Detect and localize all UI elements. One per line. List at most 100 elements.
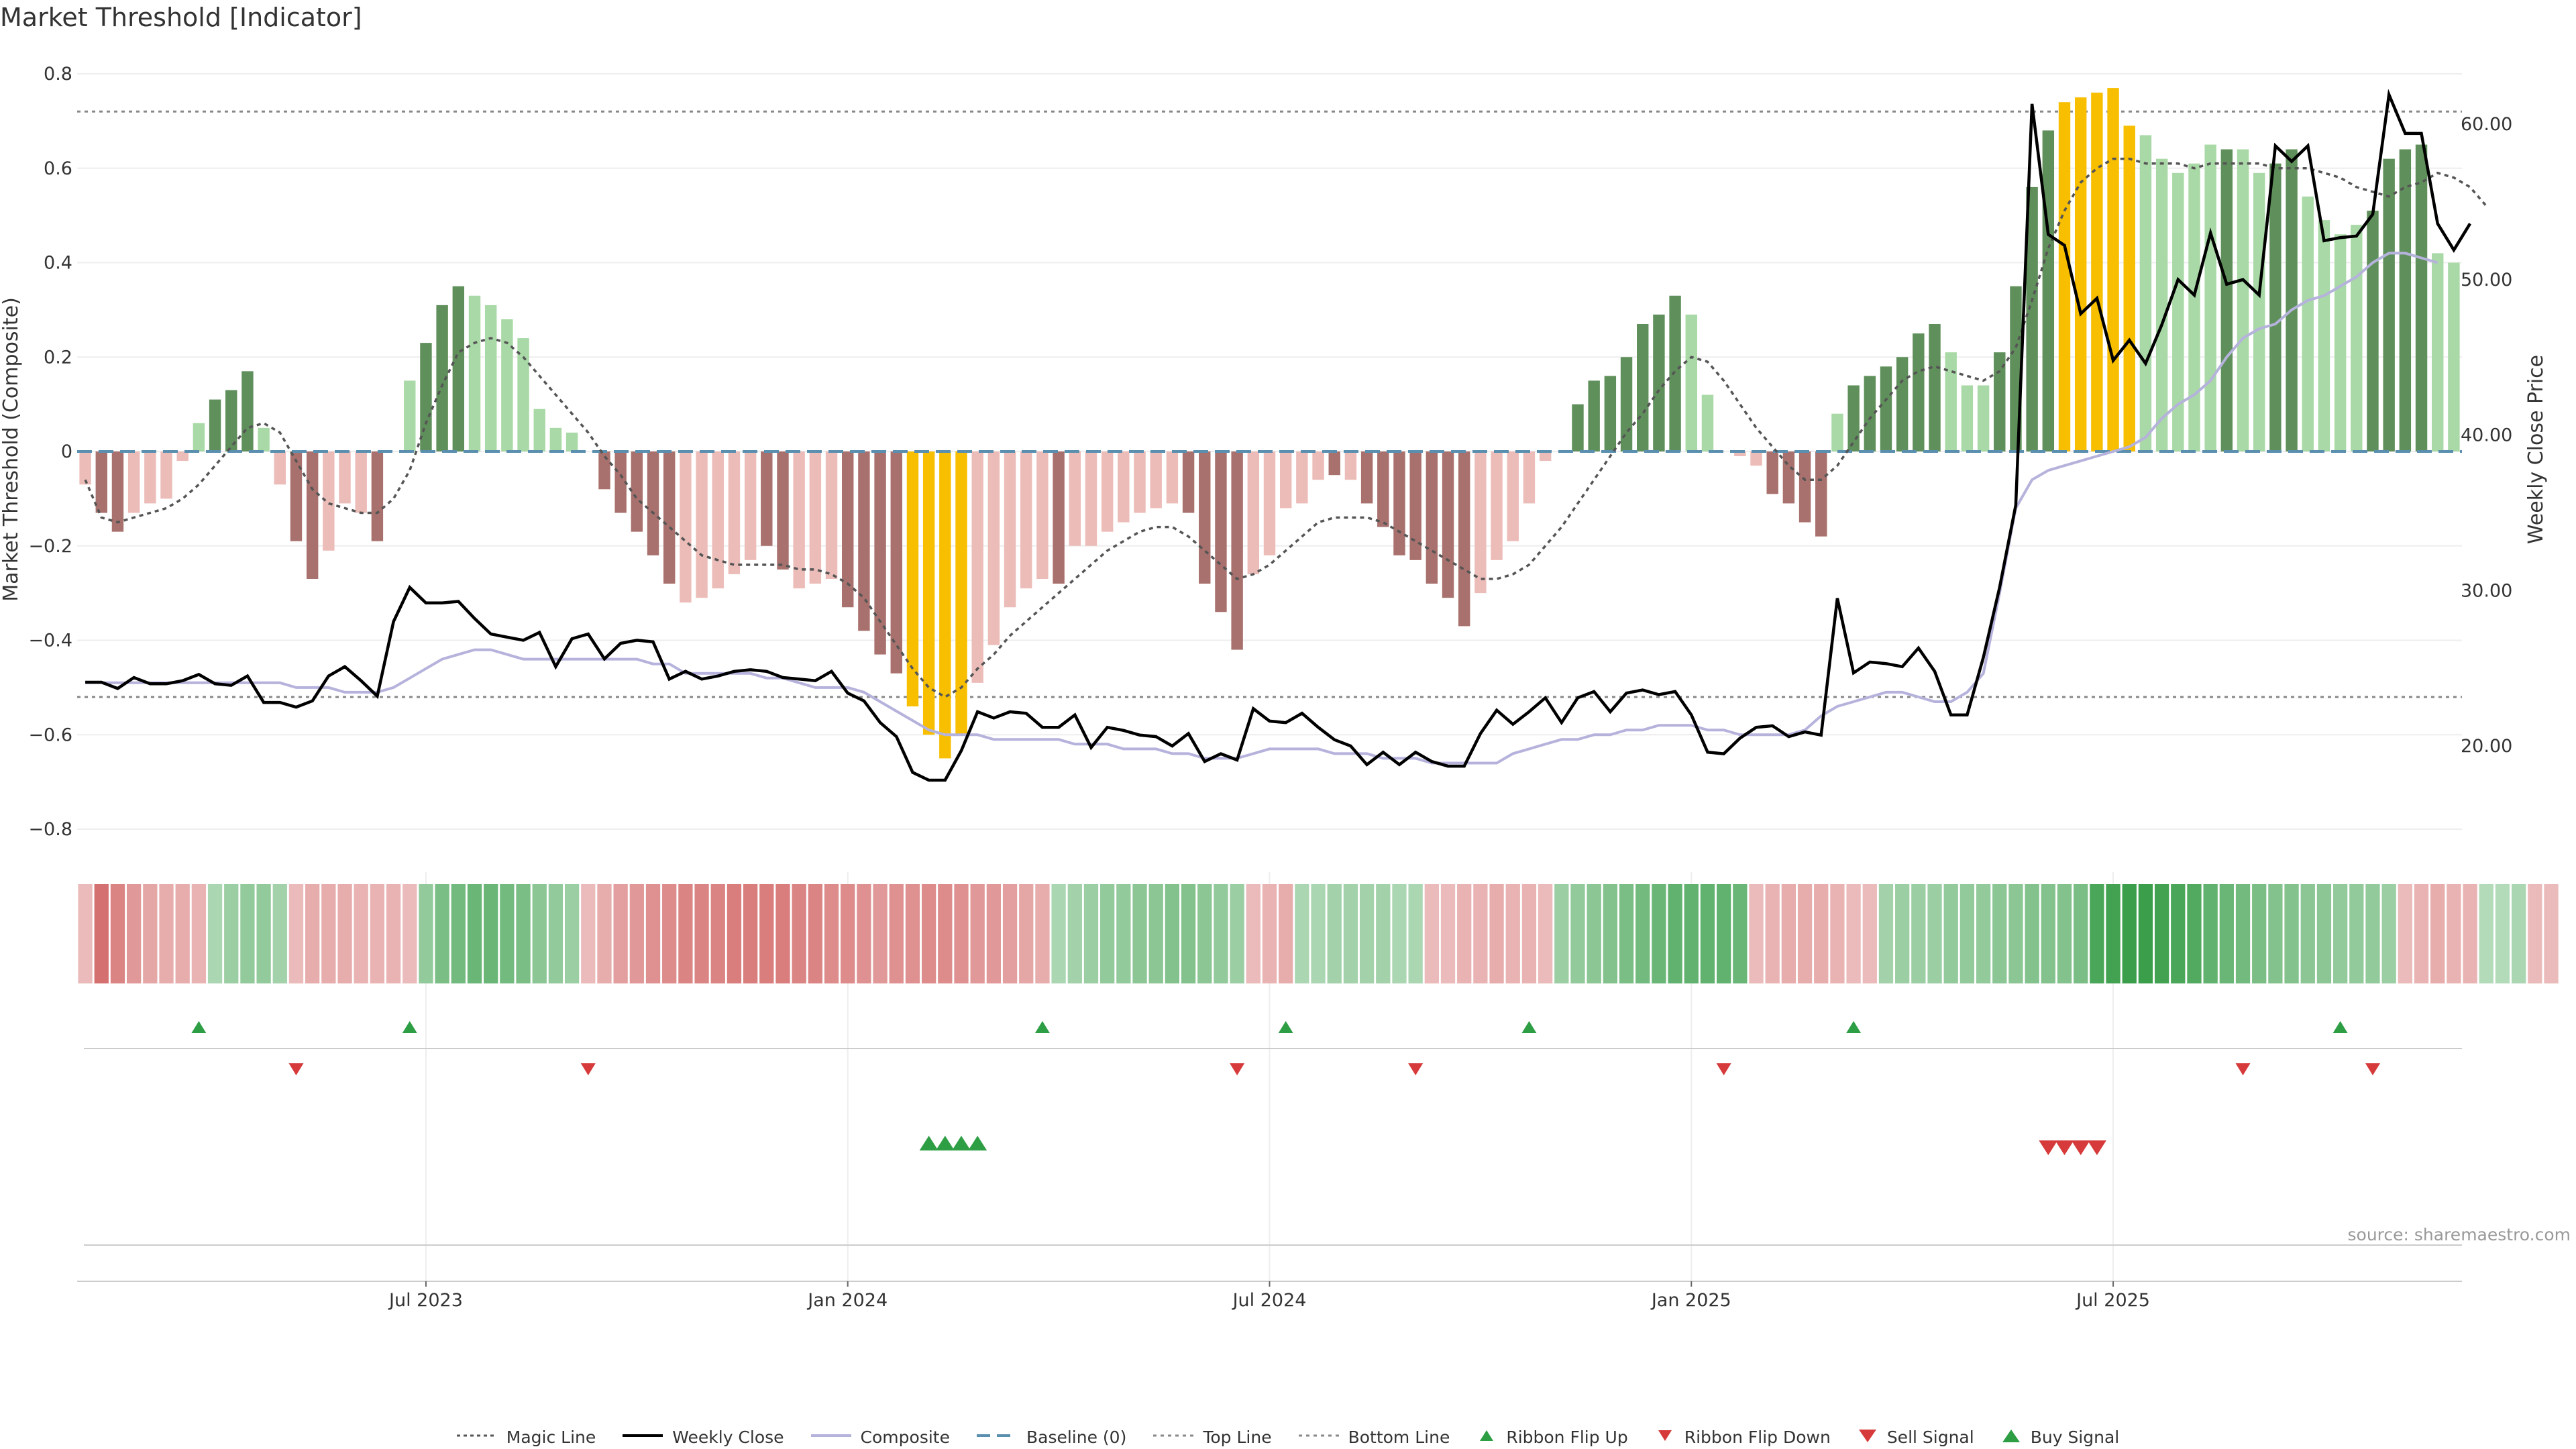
composite-bar <box>647 451 659 555</box>
ribbon-cell <box>1635 884 1650 983</box>
composite-bar <box>1215 451 1227 612</box>
left-tick-label: 0.4 <box>44 253 72 274</box>
ribbon-cell <box>808 884 822 983</box>
composite-bar <box>1782 451 1795 504</box>
ribbon-cell <box>2414 884 2429 983</box>
legend-label: Weekly Close <box>672 1428 784 1447</box>
ribbon-cell <box>1019 884 1034 983</box>
composite-bar <box>1913 333 1925 451</box>
composite-bar <box>939 451 951 759</box>
ribbon-cell <box>2106 884 2121 983</box>
composite-bar <box>631 451 643 532</box>
composite-bar <box>193 423 205 451</box>
composite-bar <box>2302 196 2314 451</box>
ribbon-cell <box>2365 884 2380 983</box>
composite-bar <box>663 451 676 584</box>
ribbon-cell <box>645 884 661 983</box>
composite-bar <box>436 305 448 451</box>
ribbon-cell <box>841 884 855 983</box>
right-axis-ticks: 20.00 30.00 40.00 50.00 60.00 <box>2461 114 2512 757</box>
left-tick-label: 0.2 <box>44 347 72 368</box>
ribbon-flip-panel <box>84 1021 2462 1075</box>
legend-item-magic: Magic Line <box>456 1428 596 1447</box>
composite-bar <box>1296 451 1308 504</box>
composite-bar <box>1344 451 1357 480</box>
buy-signal-marker <box>968 1136 987 1150</box>
composite-bar <box>2269 163 2282 451</box>
ribbon-cell <box>2090 884 2104 983</box>
composite-bars <box>77 88 2462 759</box>
ribbon-cell <box>1002 884 1018 983</box>
composite-bar <box>2155 158 2168 452</box>
ribbon-cell <box>1700 884 1715 983</box>
ribbon-cell <box>1878 884 1894 983</box>
ribbon-cell <box>1652 884 1666 983</box>
composite-bar <box>79 451 91 485</box>
ribbon-cell <box>1279 884 1293 983</box>
ribbon-cell <box>2512 884 2526 983</box>
composite-bar <box>2415 144 2428 451</box>
legend-label: Bottom Line <box>1348 1428 1450 1447</box>
right-tick-label: 60.00 <box>2461 114 2512 135</box>
composite-bar <box>1831 413 1843 451</box>
ribbon-cell <box>272 884 287 983</box>
composite-bar <box>404 380 416 451</box>
ribbon-cell <box>1538 884 1553 983</box>
composite-bar <box>680 451 692 603</box>
ribbon-cell <box>662 884 677 983</box>
ribbon-cell <box>1603 884 1617 983</box>
ribbon-cell <box>516 884 531 983</box>
composite-bar <box>1426 451 1438 584</box>
ribbon-cell <box>889 884 904 983</box>
legend-label: Top Line <box>1203 1428 1272 1447</box>
legend-swatch <box>976 1428 1017 1447</box>
ribbon-cell <box>1327 884 1342 983</box>
left-tick-label: 0.8 <box>44 64 72 85</box>
ribbon-cell <box>1392 884 1407 983</box>
composite-bar <box>728 451 741 574</box>
ribbon-cell <box>1781 884 1796 983</box>
composite-bar <box>1491 451 1503 560</box>
source-note: source: sharemaestro.com <box>2347 1225 2571 1244</box>
composite-bar <box>1360 451 1373 504</box>
ribbon-cell <box>2479 884 2493 983</box>
legend-label: Sell Signal <box>1886 1428 1974 1447</box>
ribbon-cell <box>2268 884 2283 983</box>
legend-swatch <box>810 1428 851 1447</box>
composite-bar <box>906 451 919 707</box>
ribbon-cell <box>2349 884 2364 983</box>
composite-bar <box>858 451 870 631</box>
composite-bar <box>1150 451 1162 508</box>
right-tick-label: 20.00 <box>2461 736 2512 757</box>
grid-lines <box>77 73 2462 1281</box>
composite-bar <box>1263 451 1276 555</box>
composite-bar <box>1750 451 1762 466</box>
composite-bar <box>1004 451 1016 608</box>
ribbon-cell <box>1943 884 1958 983</box>
left-axis-ticks: −0.8 −0.6 −0.4 −0.2 0 0.2 0.4 0.6 0.8 <box>28 64 72 840</box>
composite-bar <box>922 451 935 735</box>
ribbon-cell <box>2528 884 2542 983</box>
composite-bar <box>144 451 156 504</box>
ribbon-cell <box>2544 884 2559 983</box>
composite-bar <box>1053 451 1065 584</box>
composite-bar <box>1507 451 1519 541</box>
composite-bar <box>1847 385 1860 451</box>
ribbon-flip-down-marker <box>2365 1063 2380 1075</box>
ribbon-cell <box>2074 884 2088 983</box>
legend-label: Ribbon Flip Down <box>1684 1428 1831 1447</box>
composite-bar <box>2432 253 2444 451</box>
ribbon-cell <box>1684 884 1699 983</box>
composite-bar <box>2091 93 2103 451</box>
ribbon-cell <box>613 884 628 983</box>
ribbon-flip-down-marker <box>580 1063 596 1075</box>
ribbon-cell <box>191 884 207 983</box>
ribbon-cell <box>451 884 466 983</box>
ribbon-cell <box>1830 884 1845 983</box>
composite-bar <box>241 371 254 451</box>
buy-signal-marker <box>919 1136 938 1150</box>
signal-panel <box>84 1136 2462 1246</box>
ribbon-cell <box>386 884 401 983</box>
composite-bar <box>598 451 610 490</box>
buy-signal-marker <box>952 1136 971 1150</box>
